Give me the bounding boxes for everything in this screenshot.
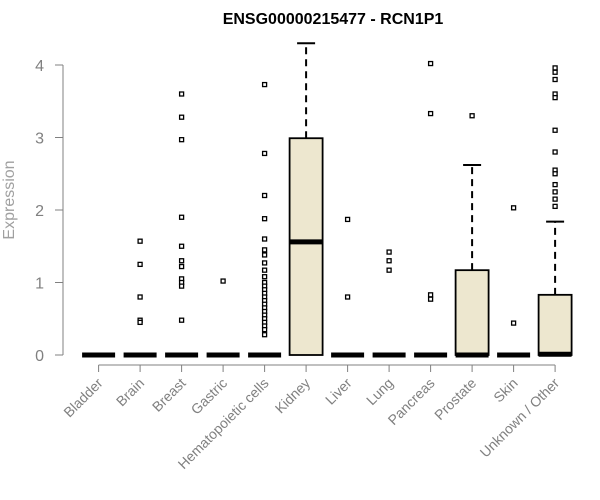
outlier-point — [178, 91, 185, 97]
outlier-point — [427, 296, 434, 302]
x-tick-label-brain: Brain — [113, 375, 147, 409]
outlier-point — [261, 216, 268, 222]
y-tick-label: 0 — [35, 348, 44, 365]
outlier-point — [178, 258, 185, 264]
outlier-point — [178, 214, 185, 220]
outlier-point — [261, 267, 268, 273]
x-tick-label-unknown-other: Unknown / Other — [477, 375, 563, 461]
outlier-point — [552, 203, 558, 210]
outlier-point — [386, 249, 392, 255]
axes: 0 1 2 3 4 — [35, 58, 556, 372]
outlier-point — [178, 283, 185, 289]
outlier-point — [261, 81, 268, 88]
outlier-point — [261, 192, 268, 199]
x-tick-label-bladder: Bladder — [60, 375, 106, 421]
outlier-point — [178, 243, 185, 249]
box-body — [537, 293, 573, 356]
x-tick-label-breast: Breast — [149, 375, 189, 415]
outlier-point — [261, 247, 268, 253]
outlier-point — [552, 149, 558, 155]
outlier-point — [552, 69, 558, 75]
box-body — [288, 137, 324, 356]
outlier-point — [261, 236, 268, 242]
outlier-point — [552, 181, 558, 188]
x-tick-label-kidney: Kidney — [272, 375, 314, 417]
outlier-point — [261, 332, 268, 338]
x-tick-label-prostate: Prostate — [431, 375, 479, 423]
x-tick-label-skin: Skin — [490, 375, 521, 406]
outlier-point — [552, 127, 558, 133]
outlier-point — [137, 319, 143, 326]
y-tick-label: 2 — [35, 203, 44, 220]
outlier-point — [137, 238, 143, 244]
outlier-point — [178, 317, 185, 323]
outlier-point — [552, 76, 558, 83]
outlier-point — [552, 171, 558, 177]
outlier-point — [261, 274, 268, 280]
outlier-point — [552, 65, 558, 71]
outlier-point — [344, 294, 351, 300]
box-unknown-other — [537, 220, 573, 357]
y-tick-label: 3 — [35, 131, 44, 148]
outlier-point — [469, 113, 475, 119]
outlier-point — [427, 292, 434, 298]
outlier-point — [137, 294, 143, 300]
chart-title: ENSG00000215477 - RCN1P1 — [223, 11, 444, 28]
outlier-point — [344, 216, 351, 223]
outlier-point — [220, 278, 226, 284]
x-tick-label-lung: Lung — [363, 375, 396, 408]
outlier-point — [510, 205, 517, 211]
outlier-point — [427, 110, 434, 117]
outlier-point — [178, 114, 185, 120]
outlier-point — [552, 196, 558, 202]
outlier-point — [178, 263, 185, 270]
outliers — [137, 60, 558, 338]
outlier-point — [510, 320, 517, 326]
outlier-point — [261, 326, 268, 333]
y-tick-label: 1 — [35, 276, 44, 293]
y-axis-label: Expression — [1, 160, 18, 239]
box-body — [454, 269, 490, 356]
outlier-point — [552, 189, 558, 195]
outlier-point — [386, 267, 392, 273]
box-kidney — [288, 42, 324, 356]
outlier-point — [261, 252, 268, 258]
outlier-point — [386, 258, 392, 264]
outlier-point — [427, 60, 434, 67]
outlier-point — [261, 260, 268, 266]
outlier-point — [261, 150, 268, 157]
boxes — [82, 42, 573, 358]
outlier-point — [552, 94, 558, 101]
outlier-point — [178, 137, 185, 143]
x-tick-label-liver: Liver — [322, 375, 355, 408]
box-prostate — [454, 164, 490, 358]
y-tick-label: 4 — [35, 58, 44, 75]
outlier-point — [137, 261, 143, 268]
